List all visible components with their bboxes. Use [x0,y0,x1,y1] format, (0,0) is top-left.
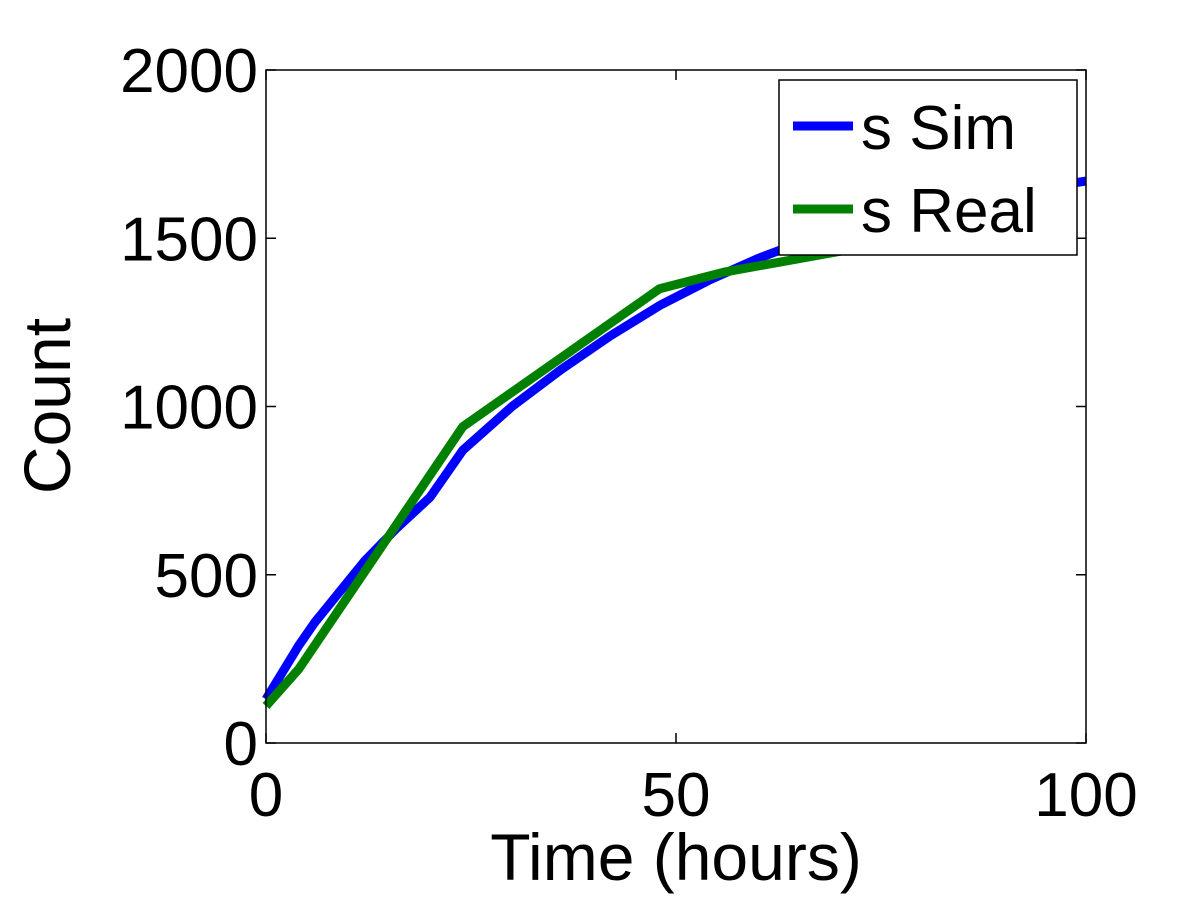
x-tick-label: 50 [642,761,711,830]
x-tick-label: 0 [249,761,283,830]
y-tick-label: 1500 [120,205,258,274]
x-tick-label: 100 [1034,761,1137,830]
y-axis-title: Count [10,318,84,494]
y-tick-label: 0 [224,710,258,779]
x-axis-title: Time (hours) [490,820,862,894]
legend-box [778,79,1078,256]
y-tick-label: 500 [155,542,258,611]
legend-label-s-sim: s Sim [861,94,1016,163]
y-tick-label: 2000 [120,37,258,106]
series-line-s-real [262,243,858,709]
legend: s Sim s Real [778,79,1078,256]
legend-label-s-real: s Real [861,177,1037,246]
y-tick-label: 1000 [120,374,258,443]
